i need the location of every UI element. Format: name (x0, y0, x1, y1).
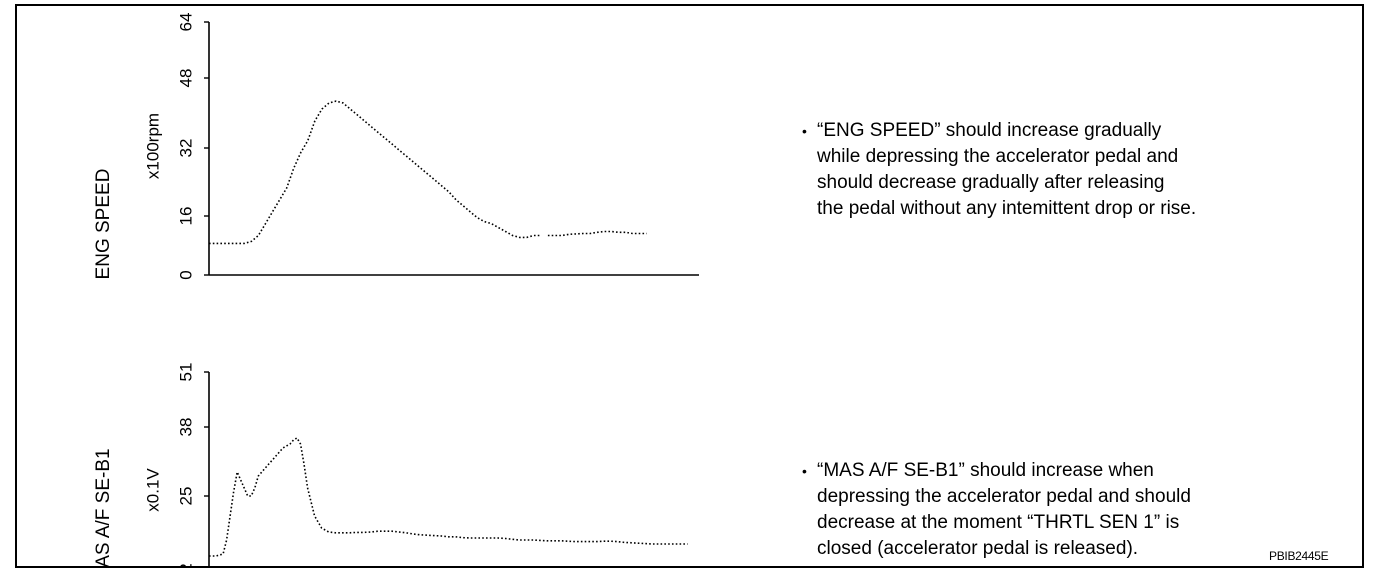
y-axis-unit: x100rpm (143, 113, 162, 179)
mas-af-note: • “MAS A/F SE-B1” should increase when d… (802, 458, 1191, 562)
y-tick-label: 16 (176, 207, 195, 226)
note-line: “ENG SPEED” should increase gradually (817, 120, 1162, 141)
note-line: should decrease gradually after releasin… (817, 172, 1165, 193)
series-line (209, 100, 541, 245)
note-line: decrease at the moment “THRTL SEN 1” is (817, 512, 1180, 533)
y-tick-label: 25 (176, 487, 195, 506)
figure-frame: 0 16 32 48 64 ENG SPEED x100rpm 2 25 38 51 MAS A/F … (15, 4, 1364, 568)
note-line: the pedal without any intemittent drop o… (817, 198, 1197, 219)
y-tick-label: 0 (176, 270, 195, 279)
note-line: “MAS A/F SE-B1” should increase when (817, 460, 1154, 481)
y-axis-unit: x0.1V (143, 468, 162, 512)
note-line: closed (accelerator pedal is released). (817, 538, 1139, 559)
y-axis-label: MAS A/F SE-B1 (93, 448, 114, 566)
y-tick-label: 51 (176, 363, 195, 382)
y-tick-label: 32 (176, 139, 195, 158)
waveform-charts: 0 16 32 48 64 ENG SPEED x100rpm 2 25 38 51 MAS A/F … (93, 13, 699, 566)
bullet: • (802, 123, 807, 139)
y-tick-label: 2 (176, 563, 195, 566)
y-tick-label: 38 (176, 418, 195, 437)
eng-speed-note: • “ENG SPEED” should increase gradually … (802, 118, 1197, 222)
note-line: while depressing the accelerator pedal a… (817, 146, 1179, 167)
series-line-tail (547, 230, 647, 237)
figure-code: PBIB2445E (1269, 549, 1329, 563)
y-tick-label: 48 (176, 69, 195, 88)
bullet: • (802, 463, 807, 479)
y-axis-label: ENG SPEED (93, 169, 114, 280)
series-line (209, 436, 688, 557)
note-line: depressing the accelerator pedal and sho… (817, 486, 1191, 507)
y-tick-label: 64 (176, 13, 195, 32)
